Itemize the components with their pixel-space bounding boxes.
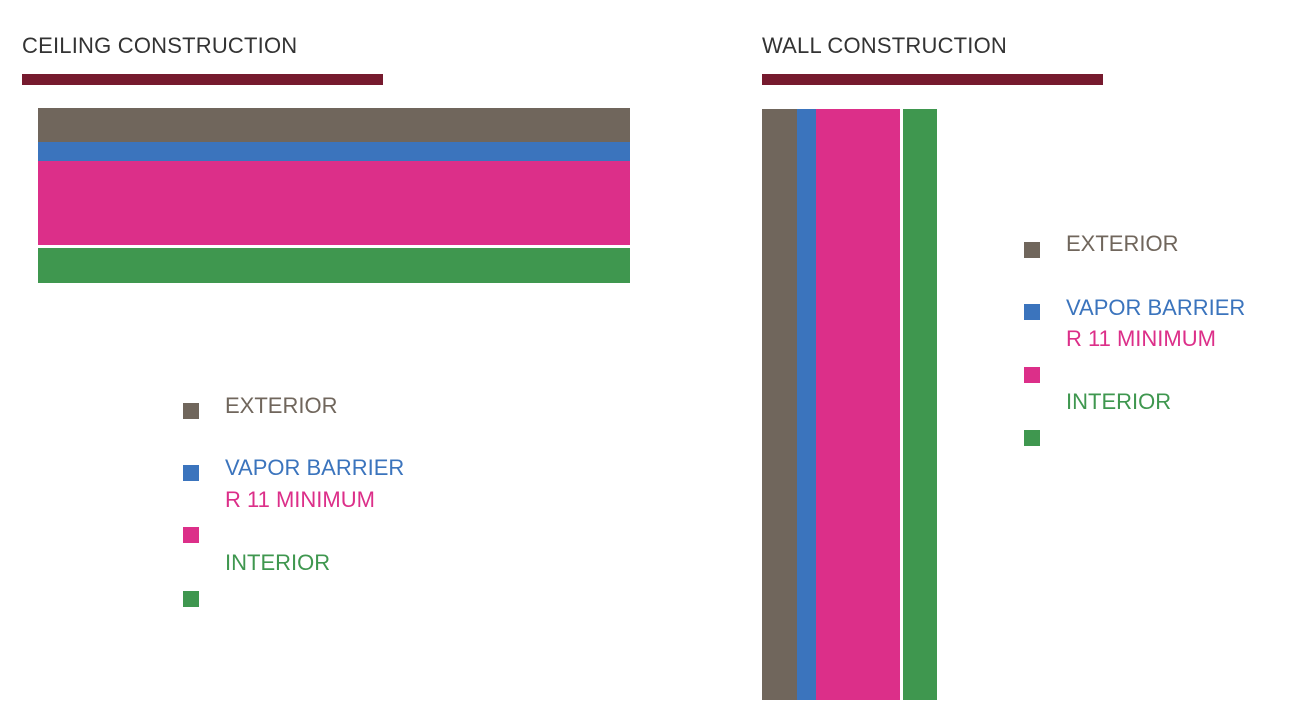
- wall-interior-label: INTERIOR: [1066, 389, 1172, 414]
- wall-interior-layer: [903, 109, 937, 700]
- ceiling-exterior-swatch: [183, 403, 199, 419]
- wall-exterior-layer: [762, 109, 797, 700]
- ceiling-vapor-barrier-swatch: [183, 465, 199, 481]
- wall-vapor-barrier-swatch: [1024, 304, 1040, 320]
- ceiling-vapor-barrier-layer: [38, 142, 630, 161]
- wall-vapor-barrier-label: VAPOR BARRIER: [1066, 295, 1246, 320]
- ceiling-exterior-label: EXTERIOR: [225, 393, 338, 418]
- ceiling-insulation-label: R 11 MINIMUM: [225, 487, 375, 512]
- wall-interior-swatch: [1024, 430, 1040, 446]
- wall-title: WALL CONSTRUCTION: [762, 33, 1008, 58]
- ceiling-title: CEILING CONSTRUCTION: [22, 33, 298, 58]
- wall-exterior-label: EXTERIOR: [1066, 231, 1179, 256]
- wall-insulation-label: R 11 MINIMUM: [1066, 326, 1216, 351]
- wall-exterior-swatch: [1024, 242, 1040, 258]
- ceiling-insulation-swatch: [183, 527, 199, 543]
- ceiling-interior-label: INTERIOR: [225, 550, 331, 575]
- wall-title-rule: [762, 74, 1103, 85]
- ceiling-title-rule: [22, 74, 383, 85]
- wall-insulation-layer: [816, 109, 900, 700]
- ceiling-insulation-layer: [38, 161, 630, 245]
- ceiling-interior-swatch: [183, 591, 199, 607]
- wall-insulation-swatch: [1024, 367, 1040, 383]
- wall-vapor-barrier-layer: [797, 109, 816, 700]
- ceiling-vapor-barrier-label: VAPOR BARRIER: [225, 455, 405, 480]
- ceiling-exterior-layer: [38, 108, 630, 142]
- ceiling-interior-layer: [38, 248, 630, 283]
